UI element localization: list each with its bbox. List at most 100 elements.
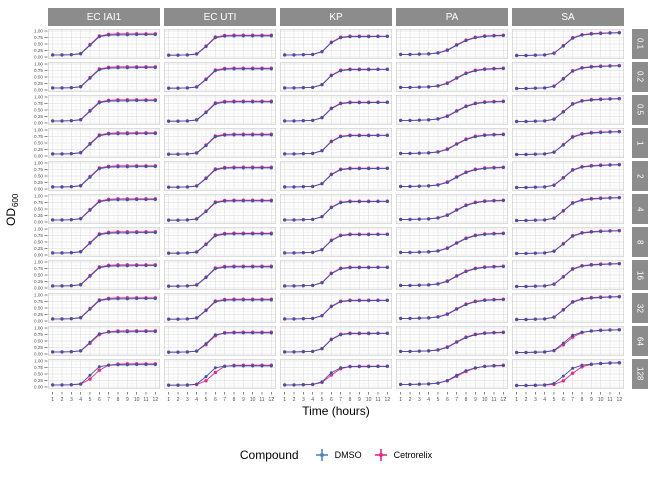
facet-panel: [48, 326, 160, 356]
svg-text:0.25: 0.25: [34, 312, 43, 317]
facet-panel: [164, 293, 276, 323]
legend: Compound DMSO Cetrorelix: [0, 440, 672, 470]
svg-text:12: 12: [501, 397, 507, 403]
facet-row: 1.00 0.75 0.50 0.25 0.00 0.5: [24, 95, 648, 125]
row-facet-strip: 2: [632, 161, 648, 191]
facet-row: 1.00 0.75 0.50 0.25 0.00 128: [24, 359, 648, 389]
svg-text:5: 5: [437, 397, 440, 403]
facet-panel: [48, 29, 160, 59]
svg-text:11: 11: [259, 397, 264, 403]
facet-panel: [512, 194, 624, 224]
row-facet-strip: 1: [632, 128, 648, 158]
y-axis-ticks: 1.000.75 0.500.25 0.00: [34, 293, 48, 323]
svg-text:12: 12: [385, 397, 391, 403]
svg-text:6: 6: [562, 397, 565, 403]
column-strip-row: EC IAI1 EC UTI KP PA SA: [24, 8, 648, 26]
svg-text:6: 6: [98, 397, 101, 403]
y-axis-ticks: 1.000.75 0.500.25 0.00: [34, 128, 48, 158]
facet-panel: [48, 359, 160, 389]
svg-text:8: 8: [581, 397, 584, 403]
svg-text:5: 5: [553, 397, 556, 403]
row-facet-strip: 128: [632, 359, 648, 389]
svg-text:5: 5: [89, 397, 92, 403]
svg-text:12: 12: [153, 397, 159, 403]
column-facet-strip: KP: [280, 8, 392, 26]
svg-text:7: 7: [455, 397, 458, 403]
facet-row: 1.00 0.75 0.50 0.25 0.00 2: [24, 161, 648, 191]
facet-row: 1.00 0.75 0.50 0.25 0.00 64: [24, 326, 648, 356]
svg-text:0.00: 0.00: [34, 286, 43, 290]
facet-panel: [512, 359, 624, 389]
svg-text:0.50: 0.50: [34, 339, 43, 344]
svg-text:1.00: 1.00: [34, 194, 43, 199]
svg-text:0.75: 0.75: [34, 233, 43, 238]
svg-text:1: 1: [51, 397, 54, 403]
svg-text:0.75: 0.75: [34, 68, 43, 73]
facet-panel: [512, 95, 624, 125]
svg-text:1.00: 1.00: [34, 359, 43, 364]
legend-entry: Cetrorelix: [372, 446, 433, 464]
svg-text:1.00: 1.00: [34, 293, 43, 298]
facet-panel: [280, 293, 392, 323]
svg-text:0.50: 0.50: [34, 306, 43, 311]
row-facet-strip: 0.2: [632, 62, 648, 92]
facet-panel: [280, 260, 392, 290]
facet-panel: [48, 128, 160, 158]
svg-text:11: 11: [607, 397, 612, 403]
svg-text:0.25: 0.25: [34, 147, 43, 152]
svg-text:9: 9: [474, 397, 477, 403]
svg-text:0.50: 0.50: [34, 174, 43, 179]
facet-panel: [164, 161, 276, 191]
svg-text:1: 1: [515, 397, 518, 403]
facet-panel: [396, 293, 508, 323]
svg-text:10: 10: [366, 397, 372, 403]
svg-text:1.00: 1.00: [34, 62, 43, 67]
facet-panel: [396, 227, 508, 257]
facet-panel: [164, 260, 276, 290]
facet-panel: [280, 95, 392, 125]
svg-text:0.25: 0.25: [34, 246, 43, 251]
facet-panel: [396, 62, 508, 92]
svg-text:10: 10: [482, 397, 488, 403]
svg-text:0.50: 0.50: [34, 207, 43, 212]
svg-text:9: 9: [126, 397, 129, 403]
svg-text:0.75: 0.75: [34, 200, 43, 205]
facet-panel: [512, 260, 624, 290]
facet-panel: [48, 95, 160, 125]
row-facet-strip: 64: [632, 326, 648, 356]
corner-spacer: [24, 8, 48, 26]
svg-text:0.00: 0.00: [34, 319, 43, 323]
svg-text:0.75: 0.75: [34, 134, 43, 139]
svg-text:0.00: 0.00: [34, 154, 43, 158]
svg-text:11: 11: [491, 397, 496, 403]
svg-text:0.25: 0.25: [34, 213, 43, 218]
facet-panel: [280, 62, 392, 92]
y-axis-title-main: OD: [4, 208, 18, 227]
svg-text:0.00: 0.00: [34, 352, 43, 356]
svg-text:0.25: 0.25: [34, 81, 43, 86]
y-axis-ticks: 1.000.75 0.500.25 0.00: [34, 161, 48, 191]
svg-text:0.50: 0.50: [34, 42, 43, 47]
svg-text:9: 9: [242, 397, 245, 403]
facet-panel: [164, 29, 276, 59]
row-facet-strip: 4: [632, 194, 648, 224]
svg-text:4: 4: [79, 397, 82, 403]
x-axis-row: 1 2 3 4 5 6 7 8 9 10 11 12 1 2 3 4 5 6 7 8 9 10 11 12 1 2 3 4 5 6 7 8 9 1…: [24, 392, 648, 403]
svg-text:0.25: 0.25: [34, 180, 43, 185]
svg-text:1.00: 1.00: [34, 95, 43, 100]
svg-text:4: 4: [311, 397, 314, 403]
svg-text:0.50: 0.50: [34, 273, 43, 278]
row-facet-strip: 8: [632, 227, 648, 257]
y-axis-ticks: 1.000.75 0.500.25 0.00: [34, 62, 48, 92]
legend-entry-label: DMSO: [334, 450, 362, 460]
svg-text:5: 5: [321, 397, 324, 403]
svg-text:0.50: 0.50: [34, 108, 43, 113]
svg-text:0.50: 0.50: [34, 75, 43, 80]
facet-panel: [512, 293, 624, 323]
facet-panel: [280, 359, 392, 389]
svg-text:8: 8: [117, 397, 120, 403]
y-axis-ticks: 1.000.75 0.500.25 0.00: [34, 260, 48, 290]
facet-panel: [512, 161, 624, 191]
legend-entry-label: Cetrorelix: [393, 450, 433, 460]
svg-text:3: 3: [70, 397, 73, 403]
